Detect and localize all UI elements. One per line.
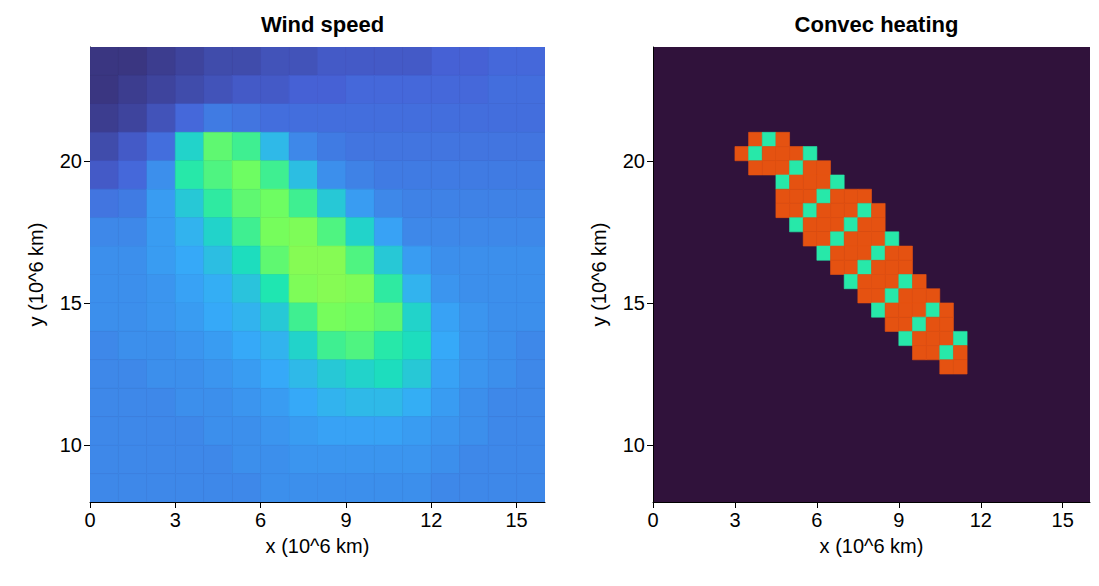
- svg-text:12: 12: [420, 509, 442, 531]
- svg-text:3: 3: [170, 509, 181, 531]
- svg-text:12: 12: [970, 509, 992, 531]
- svg-text:20: 20: [623, 150, 645, 172]
- svg-text:20: 20: [60, 150, 82, 172]
- svg-text:10: 10: [60, 434, 82, 456]
- svg-text:y (10^6 km): y (10^6 km): [25, 223, 47, 327]
- svg-text:Convec heating: Convec heating: [795, 12, 959, 37]
- svg-text:x (10^6 km): x (10^6 km): [820, 535, 924, 557]
- svg-text:Wind speed: Wind speed: [261, 12, 384, 37]
- svg-text:9: 9: [340, 509, 351, 531]
- svg-text:y (10^6 km): y (10^6 km): [588, 223, 610, 327]
- svg-text:15: 15: [623, 292, 645, 314]
- svg-text:0: 0: [84, 509, 95, 531]
- svg-text:15: 15: [505, 509, 527, 531]
- svg-text:0: 0: [647, 509, 658, 531]
- svg-text:6: 6: [255, 509, 266, 531]
- svg-text:9: 9: [893, 509, 904, 531]
- svg-text:3: 3: [729, 509, 740, 531]
- svg-text:10: 10: [623, 434, 645, 456]
- svg-text:15: 15: [60, 292, 82, 314]
- svg-text:6: 6: [811, 509, 822, 531]
- svg-text:15: 15: [1052, 509, 1074, 531]
- svg-text:x (10^6 km): x (10^6 km): [266, 535, 370, 557]
